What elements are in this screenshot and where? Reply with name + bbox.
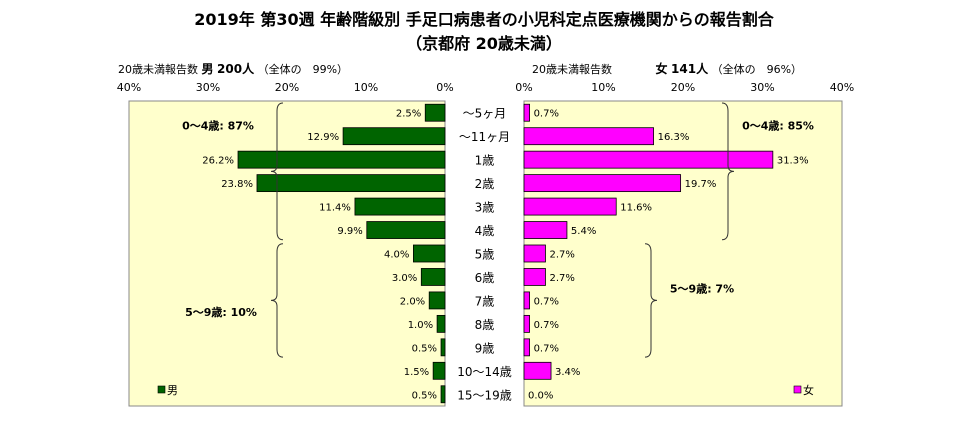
male-header: 20歳未満報告数 男 200人 （全体の 99%） (118, 60, 348, 77)
category-label: 3歳 (475, 201, 495, 215)
female-data-label: 0.7% (534, 320, 559, 331)
female-bar (523, 291, 530, 310)
male-bar (420, 268, 446, 286)
chart-title: 2019年 第30週 年齢階級別 手足口病患者の小児科定点医療機関からの報告割合 (194, 10, 774, 29)
male-axis-tick-label: 0% (436, 81, 453, 94)
male-data-label: 2.0% (400, 296, 425, 307)
male-brace-5-9 (270, 243, 284, 358)
male-bar (428, 291, 446, 310)
female-bar (523, 268, 546, 286)
female-data-label: 3.4% (555, 367, 580, 378)
female-data-label: 31.3% (777, 156, 809, 167)
female-bar (523, 174, 682, 193)
female-legend-swatch (793, 385, 802, 394)
male-bar (440, 338, 446, 357)
female-legend-label: 女 (803, 383, 814, 397)
category-label: 8歳 (475, 318, 495, 332)
male-bar (256, 174, 446, 193)
male-data-label: 1.5% (404, 367, 429, 378)
category-label: 2歳 (475, 177, 495, 191)
female-axis-tick-label: 40% (830, 81, 854, 94)
category-label: ～5ヶ月 (463, 107, 507, 121)
category-label: 7歳 (475, 294, 495, 308)
female-data-label: 16.3% (658, 132, 690, 143)
female-bar (523, 244, 546, 263)
female-data-label: 11.6% (620, 203, 652, 214)
male-axis-tick-label: 30% (196, 81, 220, 94)
female-data-label: 0.0% (528, 390, 553, 401)
female-axis-tick-label: 0% (515, 81, 532, 94)
male-legend-label: 男 (167, 384, 178, 397)
male-header-prefix: 20歳未満報告数 (118, 63, 198, 76)
female-brace-0-4 (721, 102, 735, 241)
male-bar (424, 103, 446, 122)
male-bar (237, 150, 446, 169)
category-label: 15～19歳 (457, 388, 512, 402)
female-data-label: 0.7% (534, 343, 559, 354)
female-axis-tick-label: 10% (591, 81, 615, 94)
category-label: ～11ヶ月 (459, 130, 510, 144)
male-brace-0-4 (270, 102, 284, 241)
female-bar (523, 361, 552, 380)
female-data-label: 19.7% (685, 179, 717, 190)
female-bar (523, 127, 654, 146)
female-data-label: 2.7% (549, 250, 574, 261)
female-axis-tick-label: 20% (671, 81, 695, 94)
female-data-label: 0.7% (534, 109, 559, 120)
female-bar (523, 197, 617, 216)
male-data-label: 26.2% (202, 156, 234, 167)
male-data-label: 2.5% (396, 109, 421, 120)
category-label: 10～14歳 (457, 365, 512, 379)
female-bar (523, 150, 774, 169)
male-count: 200人 (217, 62, 255, 76)
female-data-label: 2.7% (549, 273, 574, 284)
female-group-5-9-label: 5～9歳: 7% (670, 282, 734, 296)
female-bar (523, 338, 530, 357)
male-data-label: 0.5% (412, 343, 437, 354)
male-data-label: 9.9% (337, 226, 362, 237)
female-group-0-4-label: 0～4歳: 85% (742, 118, 814, 132)
male-share-note: （全体の 99%） (257, 63, 349, 76)
female-header-prefix: 20歳未満報告数 (532, 63, 612, 76)
female-header: 20歳未満報告数 女 141人 （全体の 96%） (532, 60, 802, 77)
male-axis-tick-label: 20% (275, 81, 299, 94)
male-bar (436, 314, 446, 333)
male-data-label: 0.5% (412, 390, 437, 401)
male-sex-label: 男 (201, 62, 214, 76)
female-bar (523, 103, 530, 122)
female-share-note: （全体の 96%） (711, 63, 803, 76)
category-label: 1歳 (475, 154, 495, 168)
male-group-5-9-label: 5～9歳: 10% (185, 305, 257, 319)
male-bar (366, 221, 446, 239)
male-axis-tick-label: 40% (117, 81, 141, 94)
male-data-label: 12.9% (307, 132, 339, 143)
female-brace-5-9 (644, 243, 658, 358)
category-label: 6歳 (475, 271, 495, 285)
male-data-label: 3.0% (392, 273, 417, 284)
female-count: 141人 (671, 62, 709, 76)
female-bar (523, 221, 568, 239)
chart-subtitle: （京都府 20歳未満） (406, 34, 562, 53)
female-sex-label: 女 (655, 62, 668, 76)
female-data-label: 0.7% (534, 296, 559, 307)
male-legend-swatch (157, 385, 166, 394)
male-data-label: 23.8% (221, 179, 253, 190)
male-data-label: 1.0% (408, 320, 433, 331)
female-data-label: 5.4% (571, 226, 596, 237)
male-bar (440, 385, 446, 404)
female-bar (523, 314, 530, 333)
male-bar (354, 197, 446, 216)
female-axis-tick-label: 30% (750, 81, 774, 94)
male-group-0-4-label: 0～4歳: 87% (182, 118, 254, 132)
male-bar (432, 361, 446, 380)
male-bar (412, 244, 446, 263)
male-data-label: 4.0% (384, 250, 409, 261)
category-label: 9歳 (475, 341, 495, 355)
category-label: 5歳 (475, 248, 495, 262)
category-label: 4歳 (475, 224, 495, 238)
male-data-label: 11.4% (319, 203, 351, 214)
male-axis-tick-label: 10% (354, 81, 378, 94)
male-bar (342, 127, 446, 146)
